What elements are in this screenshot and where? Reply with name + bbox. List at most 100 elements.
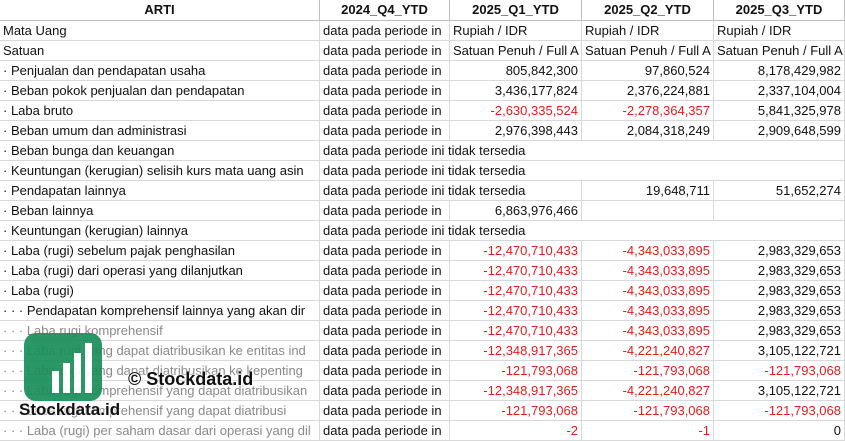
value-cell: Satuan Penuh / Full A — [450, 41, 582, 61]
value-cell: -12,348,917,365 — [450, 381, 582, 401]
value-cell: 805,842,300 — [450, 61, 582, 81]
value-cell: 8,178,429,982 — [714, 61, 845, 81]
value-cell: Satuan Penuh / Full A — [714, 41, 845, 61]
value-cell: data pada periode in — [320, 241, 450, 261]
value-cell: 2,376,224,881 — [582, 81, 714, 101]
row-label: · Laba bruto — [0, 101, 320, 121]
watermark-caption: © Stockdata.id — [128, 369, 254, 389]
value-cell: data pada periode in — [320, 41, 450, 61]
value-cell: 2,983,329,653 — [714, 281, 845, 301]
value-cell: -121,793,068 — [450, 361, 582, 381]
value-cell: -121,793,068 — [450, 401, 582, 421]
value-cell: -12,470,710,433 — [450, 321, 582, 341]
value-cell: data pada periode in — [320, 361, 450, 381]
row-label: · Beban umum dan administrasi — [0, 121, 320, 141]
row-label: · · · Laba (rugi) per saham dasar dari o… — [0, 421, 320, 441]
row-label: · Laba (rugi) — [0, 281, 320, 301]
value-cell: data pada periode in — [320, 201, 450, 221]
value-cell: data pada periode in — [320, 341, 450, 361]
value-cell: data pada periode in — [320, 21, 450, 41]
row-label: Mata Uang — [0, 21, 320, 41]
value-cell: 0 — [714, 421, 845, 441]
value-cell: 2,909,648,599 — [714, 121, 845, 141]
value-cell: -4,343,033,895 — [582, 321, 714, 341]
value-cell: data pada periode in — [320, 281, 450, 301]
row-label: · Beban pokok penjualan dan pendapatan — [0, 81, 320, 101]
value-cell: -2,630,335,524 — [450, 101, 582, 121]
logo-bar — [52, 371, 59, 393]
value-cell: -121,793,068 — [582, 361, 714, 381]
header-cell: 2024_Q4_YTD — [320, 0, 450, 21]
value-cell: data pada periode in — [320, 81, 450, 101]
value-cell: Rupiah / IDR — [714, 21, 845, 41]
header-cell: ARTI — [0, 0, 320, 21]
value-cell: data pada periode in — [320, 301, 450, 321]
watermark-logo — [24, 333, 102, 401]
value-cell: data pada periode in — [320, 261, 450, 281]
value-cell: data pada periode in — [320, 401, 450, 421]
empty-cell — [714, 201, 845, 221]
row-label: · Penjualan dan pendapatan usaha — [0, 61, 320, 81]
value-cell: 97,860,524 — [582, 61, 714, 81]
value-cell: -4,221,240,827 — [582, 381, 714, 401]
value-cell: data pada periode in — [320, 421, 450, 441]
value-cell: data pada periode ini tidak tersedia — [320, 181, 582, 201]
value-cell: 19,648,711 — [582, 181, 714, 201]
value-cell: 2,337,104,004 — [714, 81, 845, 101]
value-cell: -121,793,068 — [582, 401, 714, 421]
value-cell: 2,983,329,653 — [714, 261, 845, 281]
value-cell: 51,652,274 — [714, 181, 845, 201]
row-label: · Beban lainnya — [0, 201, 320, 221]
header-cell: 2025_Q1_YTD — [450, 0, 582, 21]
logo-bar — [63, 363, 70, 393]
row-label: · Laba (rugi) sebelum pajak penghasilan — [0, 241, 320, 261]
value-cell: data pada periode in — [320, 61, 450, 81]
value-cell: 3,105,122,721 — [714, 341, 845, 361]
value-cell: Satuan Penuh / Full A — [582, 41, 714, 61]
value-cell: data pada periode ini tidak tersedia — [320, 161, 845, 181]
value-cell: -2 — [450, 421, 582, 441]
value-cell: -12,470,710,433 — [450, 241, 582, 261]
value-cell: 2,976,398,443 — [450, 121, 582, 141]
value-cell: -12,470,710,433 — [450, 281, 582, 301]
value-cell: 5,841,325,978 — [714, 101, 845, 121]
header-cell: 2025_Q3_YTD — [714, 0, 845, 21]
logo-bar — [74, 353, 81, 393]
value-cell: -12,348,917,365 — [450, 341, 582, 361]
value-cell: 6,863,976,466 — [450, 201, 582, 221]
value-cell: -12,470,710,433 — [450, 301, 582, 321]
watermark-logo-text: Stockdata.id — [19, 400, 121, 419]
row-label: · · · Laba rugi komprehensif yang dapat … — [0, 401, 320, 421]
row-label: · Laba (rugi) dari operasi yang dilanjut… — [0, 261, 320, 281]
value-cell: data pada periode in — [320, 321, 450, 341]
row-label: · · · Pendapatan komprehensif lainnya ya… — [0, 301, 320, 321]
value-cell: Rupiah / IDR — [582, 21, 714, 41]
logo-bar — [85, 343, 92, 393]
value-cell: 3,105,122,721 — [714, 381, 845, 401]
row-label: · Beban bunga dan keuangan — [0, 141, 320, 161]
value-cell: -2,278,364,357 — [582, 101, 714, 121]
value-cell: -4,343,033,895 — [582, 241, 714, 261]
value-cell: -12,470,710,433 — [450, 261, 582, 281]
value-cell: -4,343,033,895 — [582, 281, 714, 301]
value-cell: -1 — [582, 421, 714, 441]
row-label: · Pendapatan lainnya — [0, 181, 320, 201]
row-label: Satuan — [0, 41, 320, 61]
value-cell: 3,436,177,824 — [450, 81, 582, 101]
value-cell: data pada periode in — [320, 101, 450, 121]
row-label: · Keuntungan (kerugian) selisih kurs mat… — [0, 161, 320, 181]
value-cell: -4,221,240,827 — [582, 341, 714, 361]
value-cell: data pada periode ini tidak tersedia — [320, 221, 845, 241]
value-cell: data pada periode in — [320, 121, 450, 141]
header-cell: 2025_Q2_YTD — [582, 0, 714, 21]
value-cell: Rupiah / IDR — [450, 21, 582, 41]
value-cell: -121,793,068 — [714, 401, 845, 421]
value-cell: data pada periode in — [320, 381, 450, 401]
value-cell: 2,084,318,249 — [582, 121, 714, 141]
value-cell: 2,983,329,653 — [714, 321, 845, 341]
value-cell: 2,983,329,653 — [714, 301, 845, 321]
value-cell: 2,983,329,653 — [714, 241, 845, 261]
value-cell: data pada periode ini tidak tersedia — [320, 141, 845, 161]
row-label: · Keuntungan (kerugian) lainnya — [0, 221, 320, 241]
